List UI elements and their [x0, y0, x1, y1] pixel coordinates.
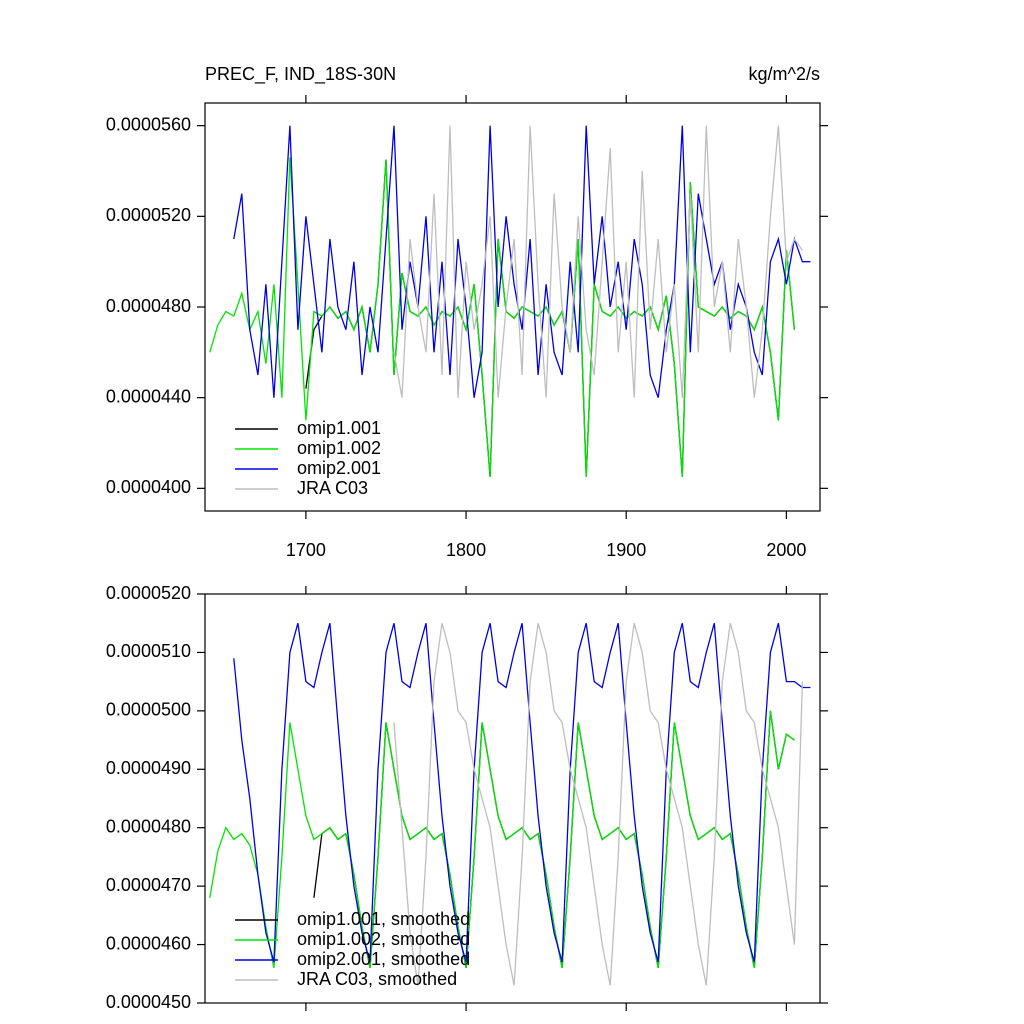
y-tick-label: 0.0000470: [106, 875, 191, 895]
x-tick-label: 2000: [766, 540, 806, 560]
legend-label: omip1.002: [297, 438, 381, 458]
x-tick-label: 1700: [286, 540, 326, 560]
legend-label: omip2.001, smoothed: [297, 949, 470, 969]
x-tick-label: 1800: [446, 540, 486, 560]
legend-label: omip1.001: [297, 418, 381, 438]
y-tick-label: 0.0000510: [106, 641, 191, 661]
plot-frame: [204, 593, 821, 1004]
y-tick-label: 0.0000440: [106, 386, 191, 406]
chart-title: PREC_F, IND_18S-30N: [205, 64, 396, 85]
series-line: [209, 710, 795, 969]
series-line: [233, 623, 811, 963]
series-line: [393, 125, 803, 398]
legend-label: JRA C03, smoothed: [297, 969, 457, 989]
y-tick-label: 0.0000490: [106, 758, 191, 778]
y-tick-label: 0.0000560: [106, 114, 191, 134]
y-tick-label: 0.0000480: [106, 816, 191, 836]
series-line: [233, 125, 811, 398]
y-tick-label: 0.0000480: [106, 296, 191, 316]
y-tick-label: 0.0000400: [106, 477, 191, 497]
legend-label: omip1.001, smoothed: [297, 909, 470, 929]
series-line: [393, 623, 804, 986]
series-line: [209, 157, 796, 478]
y-tick-label: 0.0000520: [106, 583, 191, 603]
y-tick-label: 0.0000460: [106, 933, 191, 953]
units-label: kg/m^2/s: [749, 64, 820, 84]
x-tick-label: 1900: [606, 540, 646, 560]
y-tick-label: 0.0000520: [106, 205, 191, 225]
legend-label: omip2.001: [297, 458, 381, 478]
y-tick-label: 0.0000450: [106, 992, 191, 1012]
y-tick-label: 0.0000500: [106, 700, 191, 720]
legend-label: omip1.002, smoothed: [297, 929, 470, 949]
legend-label: JRA C03: [297, 478, 368, 498]
